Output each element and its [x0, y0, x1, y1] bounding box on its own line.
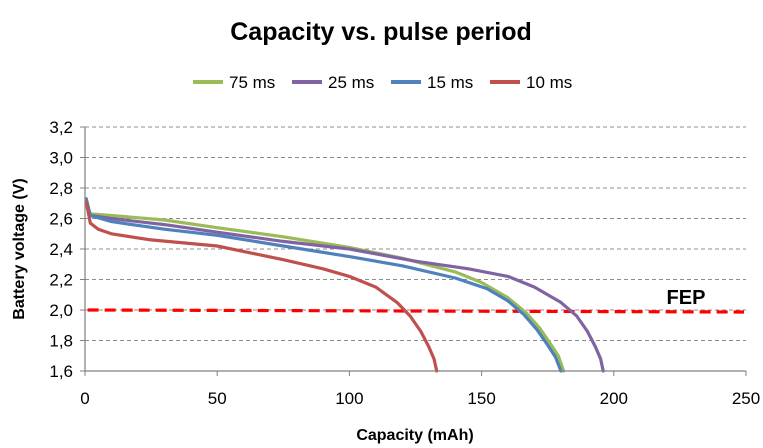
- y-tick-label: 1,8: [49, 332, 73, 351]
- fep-label: FEP: [667, 287, 706, 309]
- reference-lines: FEP: [87, 287, 745, 314]
- y-tick-label: 2,6: [49, 210, 73, 229]
- y-axis-label: Battery voltage (V): [11, 178, 28, 319]
- legend: 75 ms 25 ms 15 ms 10 ms: [193, 73, 572, 92]
- series-line-75-ms: [84, 201, 566, 373]
- series-line-10-ms: [84, 200, 439, 373]
- x-axis-label: Capacity (mAh): [356, 427, 473, 444]
- x-tick-label: 200: [600, 389, 628, 408]
- legend-label: 25 ms: [328, 73, 374, 92]
- legend-label: 75 ms: [229, 73, 275, 92]
- fep-reference-line: [87, 308, 745, 314]
- y-tick-label: 3,2: [49, 118, 73, 137]
- series-lines: [84, 197, 605, 373]
- legend-label: 15 ms: [427, 73, 473, 92]
- x-tick-label: 100: [335, 389, 363, 408]
- y-tick-label: 2,2: [49, 271, 73, 290]
- y-axis-ticks: 1,6 1,8 2,0 2,2 2,4 2,6 2,8 3,0 3,2: [49, 118, 85, 381]
- y-tick-label: 2,0: [49, 301, 73, 320]
- y-tick-label: 2,4: [49, 240, 73, 259]
- chart-title: Capacity vs. pulse period: [230, 18, 532, 46]
- x-tick-label: 0: [80, 389, 89, 408]
- legend-label: 10 ms: [526, 73, 572, 92]
- x-tick-label: 50: [208, 389, 227, 408]
- series-line-15-ms: [84, 197, 563, 373]
- gridlines: [85, 126, 746, 341]
- y-tick-label: 3,0: [49, 149, 73, 168]
- axes: [84, 127, 746, 372]
- x-axis-ticks: 0 50 100 150 200 250: [80, 371, 760, 408]
- y-tick-label: 1,6: [49, 362, 73, 381]
- x-tick-label: 150: [467, 389, 495, 408]
- y-tick-label: 2,8: [49, 179, 73, 198]
- series-line-25-ms: [84, 201, 605, 373]
- x-tick-label: 250: [732, 389, 760, 408]
